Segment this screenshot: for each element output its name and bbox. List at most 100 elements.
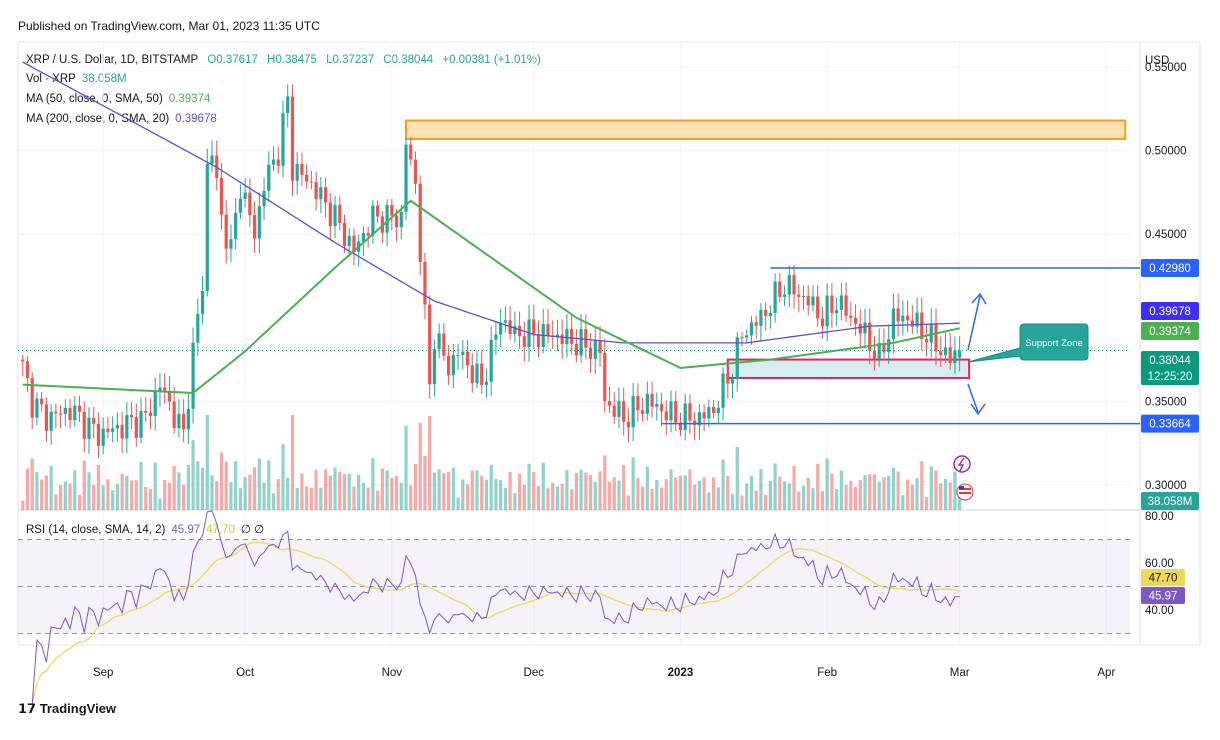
published-note: Published on TradingView.com, Mar 01, 20… [18, 19, 320, 33]
volume-bar [830, 473, 834, 510]
us-flag-icon[interactable] [956, 483, 974, 501]
volume-bar [390, 477, 394, 510]
volume-bar [508, 471, 512, 510]
candle-body [570, 328, 574, 344]
candle-body [882, 342, 886, 353]
candle-body [532, 319, 536, 336]
x-tick-label: Apr [1097, 667, 1115, 679]
candle-body [200, 291, 205, 314]
volume-bar [238, 488, 242, 510]
candle-body [413, 159, 418, 184]
volume-bar [674, 477, 678, 510]
ma50-legend[interactable]: MA (50, close, 0, SMA, 50) 0.39374 [26, 93, 216, 105]
volume-bar [437, 469, 441, 510]
resistance-zone [405, 119, 1127, 140]
tradingview-logo[interactable]: 𝟭𝟳 TradingView [18, 701, 116, 717]
lightning-icon[interactable] [953, 455, 971, 473]
candle-body [163, 387, 167, 391]
volume-bar [797, 491, 801, 510]
volume-bar [915, 478, 919, 510]
candle-body [63, 407, 67, 414]
ma200-line [22, 61, 960, 344]
volume-bar [219, 452, 224, 510]
symbol-title[interactable]: XRP / U.S. Dollar, 1D, BITSTAMP [26, 54, 199, 66]
volume-bar [295, 487, 299, 510]
rsi-value: 45.97 [171, 524, 201, 536]
candle-body [607, 401, 612, 406]
volume-bar [262, 482, 266, 510]
volume-bar [655, 479, 659, 510]
candle-body [58, 413, 63, 415]
volume-bar [678, 475, 683, 510]
volume-bar [522, 484, 526, 510]
volume-bar [432, 472, 437, 510]
volume-bar [333, 467, 337, 510]
price-tag-label: 0.39678 [1149, 306, 1191, 318]
volume-bar [361, 482, 366, 510]
volume-bar [248, 474, 252, 510]
volume-bar [319, 487, 323, 510]
candle-body [456, 355, 460, 357]
volume-bar [721, 459, 725, 510]
candle-body [948, 347, 952, 364]
candle-body [158, 387, 162, 392]
candle-body [664, 411, 668, 421]
volume-bar [82, 460, 86, 510]
candle-body [650, 393, 654, 407]
support-zone-callout[interactable]: Support Zone [967, 323, 1089, 363]
volume-bar [555, 486, 560, 510]
volume-bar [659, 487, 664, 510]
volume-bar [749, 475, 754, 510]
rsi-tick-label: 60.00 [1145, 558, 1174, 570]
candle-body [470, 365, 474, 384]
candle-body [915, 312, 919, 327]
volume-bar [730, 493, 735, 510]
candle-body [574, 343, 578, 356]
candle-body [598, 340, 602, 353]
logo-icon: 𝟭𝟳 [18, 701, 40, 716]
candle-body [252, 215, 257, 239]
volume-bar [499, 480, 503, 510]
volume-bar [953, 471, 957, 510]
volume-bar [887, 475, 891, 510]
candle-body [437, 333, 441, 350]
volume-bar [801, 485, 806, 510]
candle-body [839, 295, 843, 310]
candle-body [896, 308, 900, 322]
volume-bar [404, 425, 408, 510]
candle-body [442, 333, 446, 356]
level-tag-label: 0.42980 [1149, 263, 1191, 275]
candle-body [328, 202, 332, 227]
volume-bar [210, 475, 214, 510]
volume-bar [683, 475, 687, 510]
candle-body [92, 417, 96, 424]
candle-body [300, 163, 304, 175]
volume-bar [702, 477, 706, 510]
volume-bar [773, 463, 777, 510]
volume-bar [891, 467, 896, 510]
candle-body [451, 355, 455, 376]
candle-body [622, 401, 626, 422]
volume-bar [844, 484, 848, 510]
rsi-ma-value: 47.70 [206, 524, 235, 536]
volume-bar [636, 478, 640, 510]
volume-bar [475, 470, 479, 510]
volume-bar [191, 440, 195, 510]
volume-legend[interactable]: Vol · XRP 38.058M [26, 73, 133, 85]
candle-body [820, 318, 825, 327]
rsi-legend[interactable]: RSI (14, close, SMA, 14, 2) 45.97 47.70 ∅ ∅ [26, 522, 270, 536]
price-tag [1141, 492, 1199, 510]
volume-bar [787, 483, 791, 510]
volume-bar [120, 473, 124, 510]
candle-body [782, 294, 787, 297]
volume-bar [111, 490, 115, 510]
candle-body [555, 334, 560, 337]
candle-body [593, 340, 597, 359]
volume-bar [849, 480, 853, 510]
candle-body [229, 239, 233, 249]
candle-body [267, 164, 271, 191]
candle-body [825, 295, 829, 327]
candle-body [522, 336, 526, 347]
